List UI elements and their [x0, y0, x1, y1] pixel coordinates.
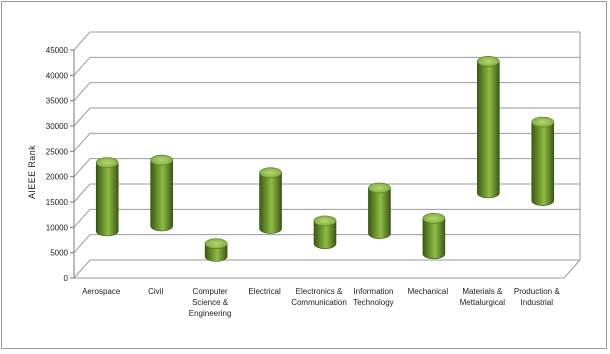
gridline — [73, 259, 580, 279]
gridline — [73, 31, 580, 51]
bar-mechanical — [422, 213, 446, 260]
bar-materials-mettalurgical — [477, 55, 500, 199]
y-tick-label: 20000 — [46, 173, 69, 182]
bar-body — [313, 220, 337, 249]
gridline — [73, 158, 580, 177]
bar-computer-science-engineering — [204, 238, 228, 262]
y-tick-label: 40000 — [46, 71, 69, 80]
y-tick-label: 35000 — [46, 97, 69, 106]
y-tick-label: 25000 — [46, 147, 69, 156]
y-tick-label: 0 — [64, 274, 69, 283]
y-axis: 0 5000 10000 15000 20000 25000 30000 35000 40000… — [46, 46, 75, 283]
bar-electronics-communication — [313, 215, 337, 249]
gridline — [73, 56, 580, 76]
category-labels: Aerospace Civil Computer Science & Engineeri… — [82, 287, 560, 318]
x-tick-label: Information Technology — [353, 287, 393, 307]
gridline — [73, 107, 580, 127]
bar-civil — [150, 154, 173, 232]
floor-edge — [74, 259, 581, 279]
bar-top — [531, 116, 555, 128]
y-tick-label: 45000 — [46, 46, 69, 55]
y-tick-label: 5000 — [50, 249, 68, 258]
gridline — [73, 132, 580, 152]
x-tick-label: Civil — [148, 287, 163, 296]
bar-body — [368, 187, 391, 239]
bar-body — [531, 121, 555, 206]
gridline — [73, 183, 580, 203]
bar-electrical — [259, 167, 282, 234]
bar-top — [477, 55, 500, 67]
bar-top — [150, 154, 173, 166]
y-tick-label: 15000 — [46, 198, 69, 207]
y-tick-label: 30000 — [46, 122, 69, 131]
y-tick-label: 10000 — [46, 223, 69, 232]
bar-top — [368, 182, 391, 194]
bar-top — [313, 215, 337, 227]
bars — [95, 55, 555, 262]
gridline — [73, 208, 580, 228]
bar-top — [95, 157, 119, 168]
bar-production-industrial — [531, 116, 555, 206]
bar-body — [150, 159, 173, 232]
bar-body — [259, 172, 282, 234]
bar-aerospace — [95, 157, 119, 237]
gridline — [73, 234, 580, 253]
x-tick-label: Production & Industrial — [514, 287, 560, 307]
x-tick-label: Materials & Mettalurgical — [460, 287, 506, 307]
bar-body — [477, 60, 500, 199]
bar-top — [422, 213, 446, 224]
bar-body — [95, 162, 119, 237]
bar-body — [422, 218, 446, 260]
x-tick-label: Electronics & Communication — [291, 287, 347, 307]
bar-information-technology — [368, 182, 391, 239]
y-axis-title: AIEEE Rank — [27, 145, 37, 199]
x-tick-label: Mechanical — [408, 287, 449, 296]
x-tick-label: Aerospace — [82, 287, 121, 296]
x-tick-label: Computer Science & Engineering — [189, 287, 232, 318]
x-tick-label: Electrical — [248, 287, 281, 296]
bar-top — [204, 238, 228, 249]
grid-layer — [73, 31, 581, 279]
bar-top — [259, 167, 282, 179]
chart-frame: 0 5000 10000 15000 20000 25000 30000 35000 40000… — [1, 1, 607, 349]
gridline — [73, 82, 580, 101]
